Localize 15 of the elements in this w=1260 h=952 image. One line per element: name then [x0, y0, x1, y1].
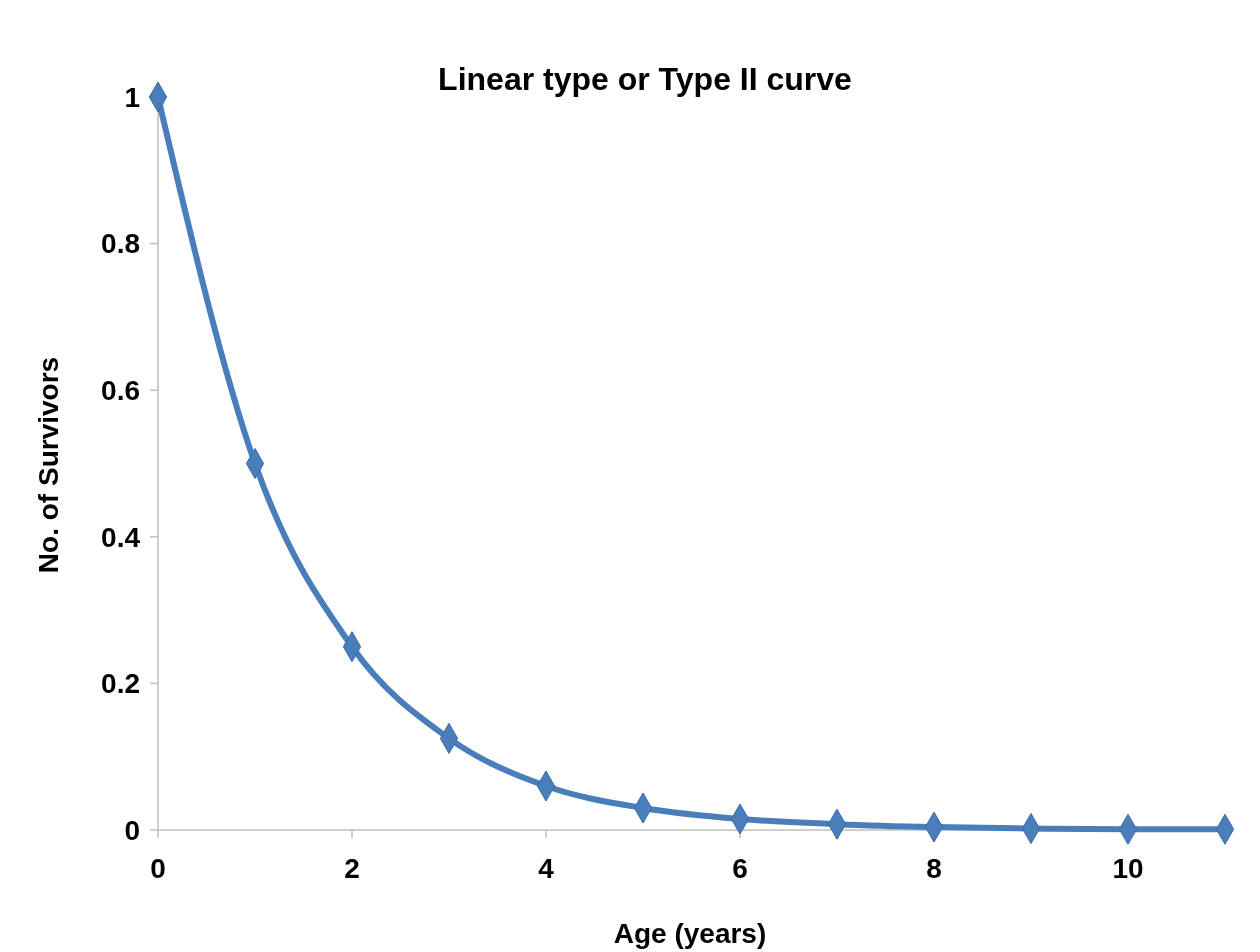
x-tick-label: 6 [732, 853, 748, 884]
x-tick-label: 8 [926, 853, 942, 884]
x-tick-label: 0 [150, 853, 166, 884]
x-tick-label: 4 [538, 853, 555, 884]
y-tick-label: 0.6 [101, 375, 140, 406]
y-tick-label: 0 [124, 814, 140, 846]
x-tick-label: 2 [344, 853, 360, 884]
x-axis-title: Age (years) [613, 918, 767, 949]
y-tick-label: 0.4 [101, 521, 141, 553]
chart-title: Linear type or Type II curve [438, 61, 852, 97]
y-tick-label: 0.2 [101, 668, 140, 700]
y-tick-label: 0.8 [101, 228, 140, 260]
x-tick-label: 10 [1112, 853, 1144, 884]
y-axis-title: No. of Survivors [33, 356, 64, 574]
y-tick-label: 1 [124, 81, 140, 113]
